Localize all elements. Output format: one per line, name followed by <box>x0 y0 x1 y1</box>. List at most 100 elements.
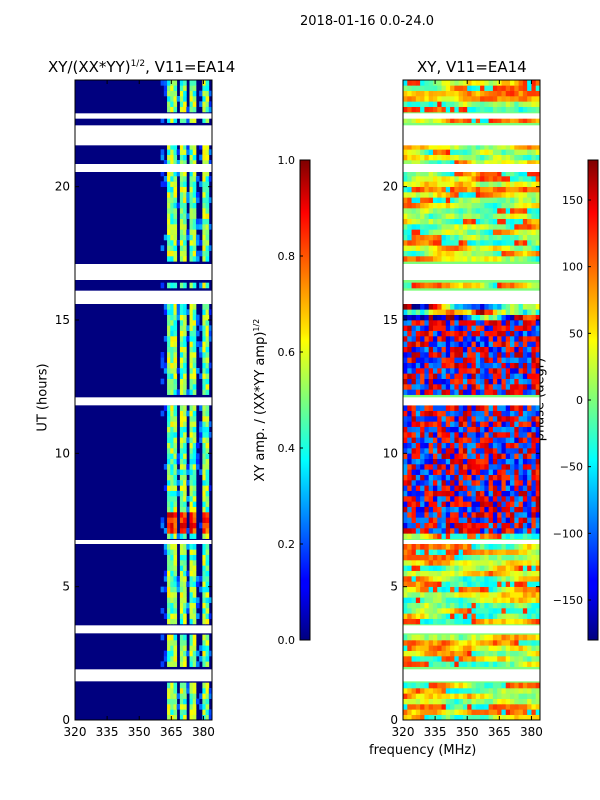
phase-cell <box>501 410 507 417</box>
phase-cell <box>484 645 490 651</box>
phase-cell <box>454 229 460 235</box>
phase-cell <box>501 192 507 198</box>
phase-cell <box>411 442 417 449</box>
phase-cell <box>411 373 417 379</box>
phase-cell <box>484 346 490 353</box>
amp-cell <box>183 106 187 113</box>
amp-cell <box>160 634 165 641</box>
phase-cell <box>415 634 421 641</box>
phase-cell <box>403 608 408 614</box>
phase-cell <box>415 117 421 123</box>
phase-cell <box>505 197 511 203</box>
amp-cell <box>205 410 210 417</box>
amp-cell <box>167 469 171 475</box>
amp-cell <box>167 106 171 113</box>
phase-cell <box>522 688 528 694</box>
phase-cell <box>458 613 464 619</box>
phase-cell <box>471 512 477 518</box>
phase-cell <box>535 341 540 347</box>
phase-cell <box>411 602 417 609</box>
phase-cell <box>488 389 494 395</box>
amp-cell <box>205 426 210 433</box>
phase-cell <box>514 101 519 107</box>
phase-cell <box>441 570 447 577</box>
phase-cell <box>432 650 438 657</box>
amp-cell <box>199 154 203 161</box>
phase-cell <box>407 645 412 651</box>
phase-cell <box>510 85 515 91</box>
amp-cell <box>189 373 194 379</box>
phase-cell <box>462 688 468 694</box>
phase-cell <box>531 592 537 598</box>
amp-cell <box>208 101 212 107</box>
phase-cell <box>492 709 498 715</box>
phase-cell <box>454 378 460 385</box>
phase-cell <box>535 688 540 694</box>
phase-cell <box>445 144 451 150</box>
phase-cell <box>467 245 472 251</box>
phase-cell <box>475 325 481 331</box>
phase-cell <box>428 645 434 651</box>
phase-cell <box>432 314 438 321</box>
phase-cell <box>407 458 412 465</box>
phase-cell <box>484 256 490 262</box>
phase-cell <box>505 490 511 497</box>
phase-cell <box>432 256 438 262</box>
phase-cell <box>527 186 532 193</box>
phase-cell <box>492 250 498 257</box>
amp-cell <box>189 405 194 411</box>
phase-cell <box>467 234 472 241</box>
amp-cell <box>186 234 190 241</box>
phase-cell <box>514 480 519 486</box>
phase-cell <box>450 192 455 198</box>
phase-cell <box>492 688 498 694</box>
phase-cell <box>445 469 451 475</box>
amp-cell <box>202 405 206 411</box>
phase-cell <box>467 474 472 481</box>
phase-cell <box>450 245 455 251</box>
amp-cell <box>163 586 168 593</box>
phase-cell <box>432 154 438 161</box>
phase-cell <box>415 490 421 497</box>
phase-cell <box>445 229 451 235</box>
amp-cell <box>205 80 210 86</box>
amp-cell <box>170 320 174 326</box>
amp-cell <box>189 693 194 699</box>
phase-cell <box>467 442 472 449</box>
phase-cell <box>437 650 442 657</box>
amp-cell <box>179 208 184 214</box>
amp-cell <box>202 464 206 470</box>
phase-cell <box>475 336 481 342</box>
phase-cell <box>441 634 447 641</box>
phase-cell <box>437 586 442 593</box>
phase-cell <box>445 336 451 342</box>
phase-cell <box>450 448 455 454</box>
phase-cell <box>454 256 460 262</box>
phase-cell <box>501 325 507 331</box>
phase-cell <box>535 240 540 246</box>
phase-cell <box>505 421 511 427</box>
phase-cell <box>480 250 485 257</box>
phase-cell <box>475 682 481 689</box>
phase-cell <box>428 618 434 625</box>
phase-cell <box>450 330 455 337</box>
amp-cell <box>202 202 206 209</box>
phase-cell <box>518 197 524 203</box>
phase-cell <box>411 432 417 438</box>
amp-cell <box>179 576 184 582</box>
phase-cell <box>531 613 537 619</box>
phase-cell <box>441 608 447 614</box>
phase-cell <box>454 442 460 449</box>
amp-cell <box>205 458 210 465</box>
amp-cell <box>163 576 168 582</box>
phase-cell <box>458 314 464 321</box>
phase-cell <box>518 576 524 582</box>
phase-cell <box>522 661 528 667</box>
phase-cell <box>420 517 425 523</box>
amp-cell <box>202 234 206 241</box>
phase-cell <box>458 410 464 417</box>
phase-cell <box>415 314 421 321</box>
phase-cell <box>522 416 528 422</box>
phase-cell <box>437 240 442 246</box>
phase-cell <box>522 282 528 289</box>
